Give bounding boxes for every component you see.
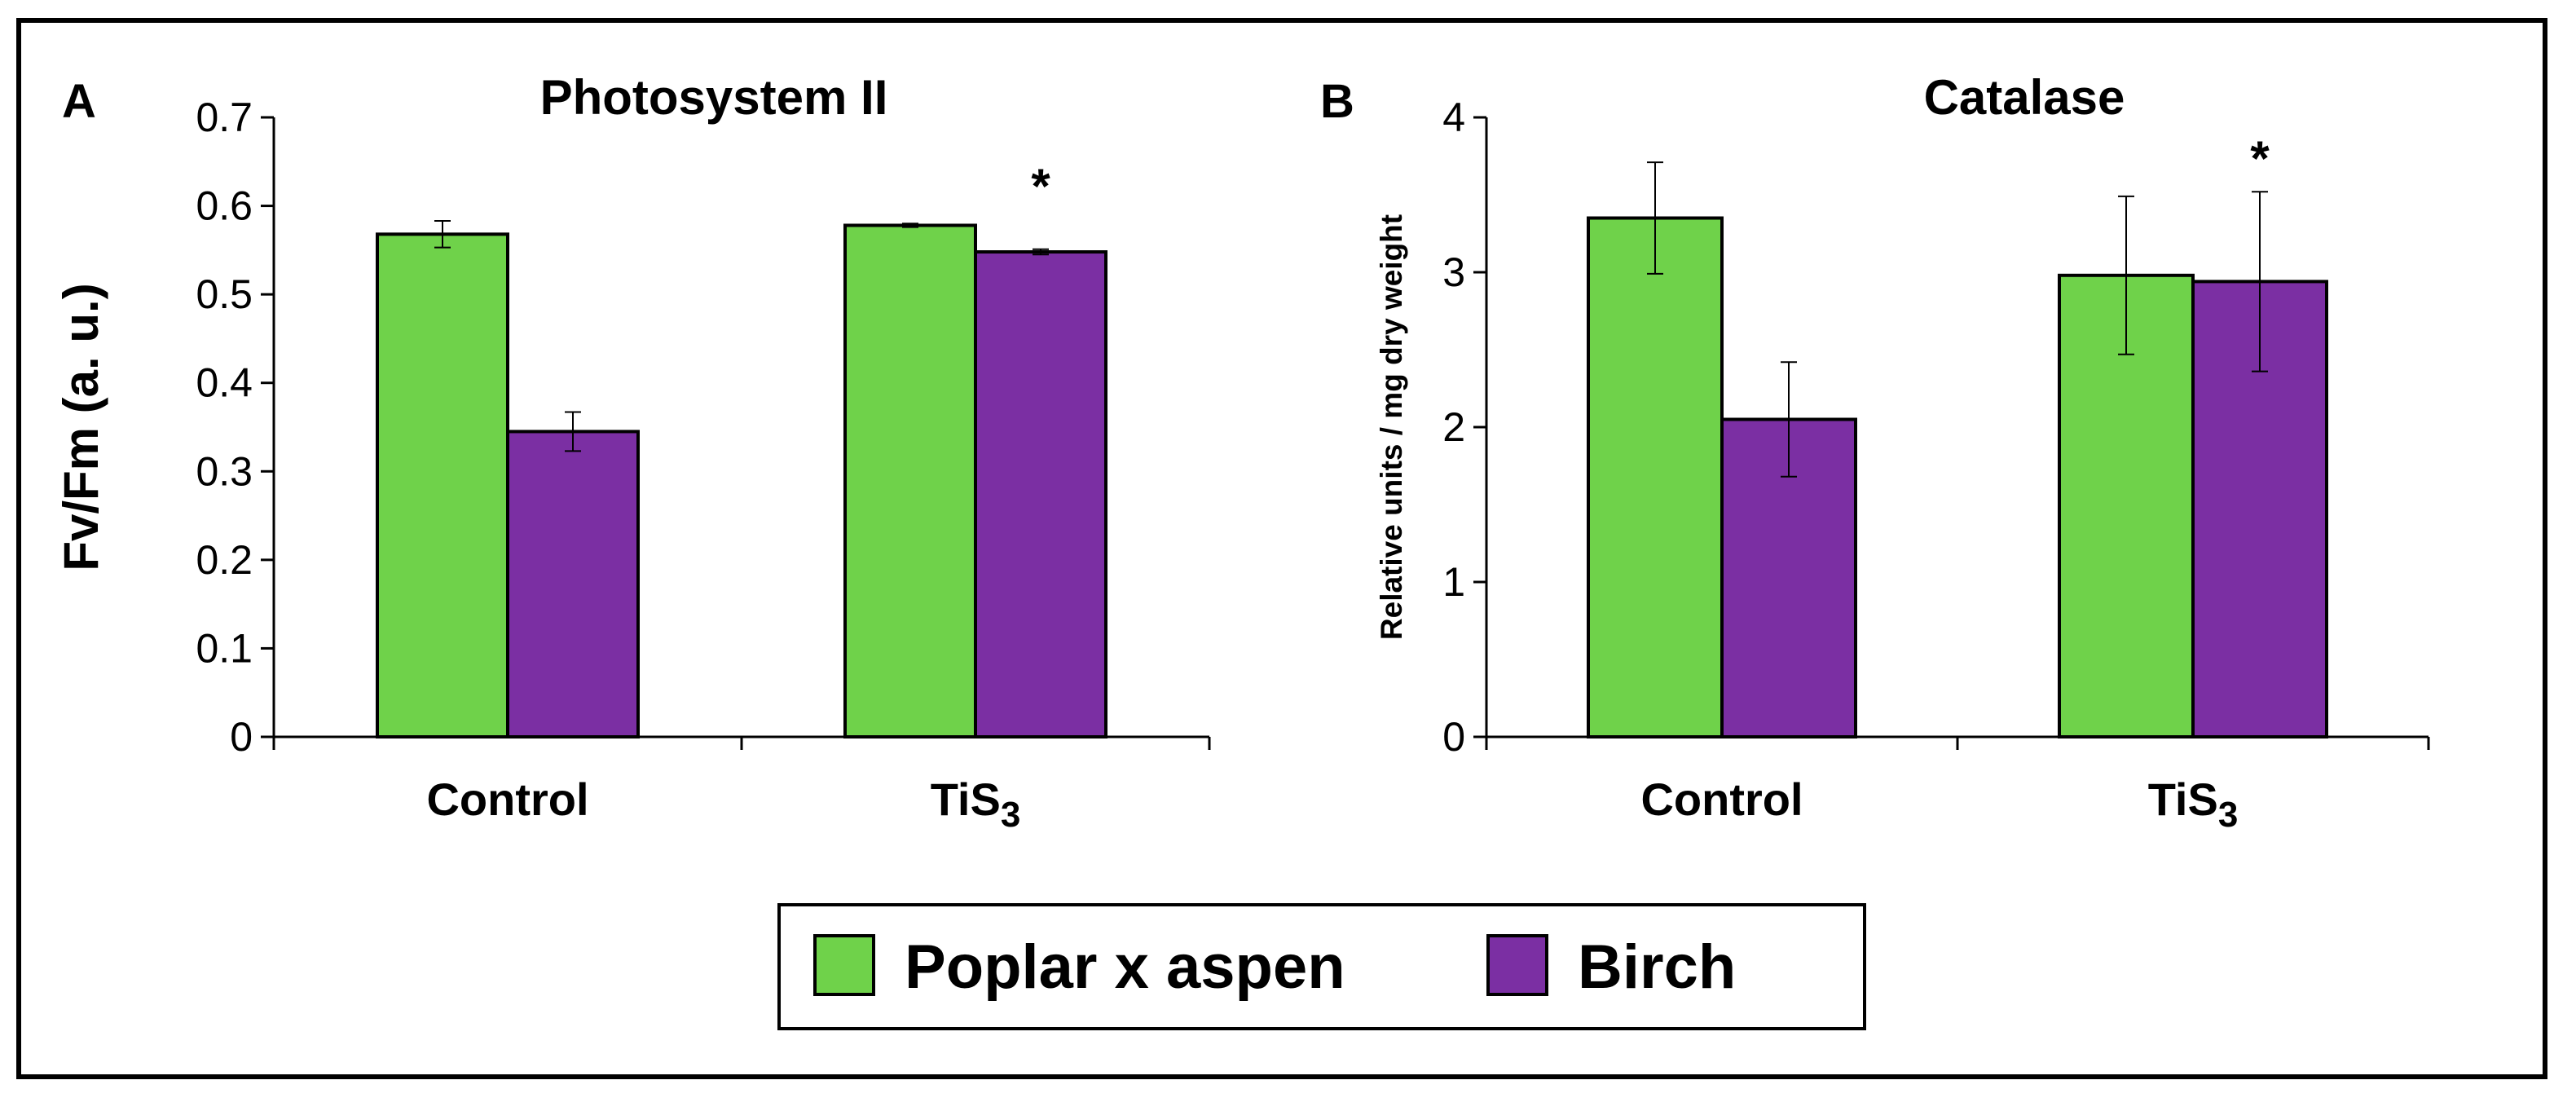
y-tick-label: 0	[1442, 714, 1465, 760]
y-axis-label: Fv/Fm (a. u.)	[54, 283, 108, 571]
x-tick-label: Control	[1640, 774, 1803, 825]
significance-star: *	[1031, 159, 1050, 214]
y-axis-label: Relative units / mg dry weight	[1375, 214, 1408, 640]
legend-label: Birch	[1578, 932, 1736, 1002]
y-tick-label: 0.6	[196, 183, 253, 229]
chart-title: Catalase	[1924, 70, 2125, 125]
y-tick-label: 4	[1442, 95, 1465, 140]
y-tick-label: 0	[230, 714, 253, 760]
legend-swatch-birch	[1486, 934, 1548, 996]
legend: Poplar x aspen Birch	[777, 903, 1866, 1030]
y-tick-label: 1	[1442, 559, 1465, 605]
y-tick-label: 0.5	[196, 271, 253, 317]
legend-swatch-poplar-x-aspen	[813, 934, 875, 996]
y-tick-label: 0.3	[196, 448, 253, 494]
y-tick-label: 2	[1442, 404, 1465, 450]
y-tick-label: 3	[1442, 249, 1465, 295]
bar-poplar-x-aspen-tis3	[843, 223, 977, 738]
figure-border	[16, 18, 2547, 1079]
x-tick-label: Control	[426, 774, 588, 825]
chart-panel-b: B Catalase Relative units / mg dry weight 0…	[1320, 70, 2430, 835]
y-tick-label: 0.1	[196, 625, 253, 671]
chart-panel-a: A Photosystem II Fv/Fm (a. u.) 0 0.1 0.2 0.3 0.…	[54, 70, 1211, 835]
panel-label: A	[62, 75, 96, 128]
x-tick-label: TiS3	[2148, 774, 2239, 835]
bar-birch-tis3	[974, 250, 1107, 738]
legend-label: Poplar x aspen	[905, 932, 1345, 1002]
panel-label: B	[1320, 75, 1354, 128]
bar-poplar-x-aspen-control	[376, 232, 509, 739]
y-tick-label: 0.2	[196, 537, 253, 583]
chart-title: Photosystem II	[540, 70, 888, 125]
significance-star: *	[2250, 131, 2270, 186]
legend-box	[777, 903, 1866, 1030]
bar-birch-control	[506, 430, 640, 739]
y-tick-label: 0.4	[196, 360, 253, 406]
bar-poplar-x-aspen-control	[1587, 216, 1724, 738]
x-tick-label: TiS3	[931, 774, 1021, 835]
y-tick-label: 0.7	[196, 95, 253, 140]
